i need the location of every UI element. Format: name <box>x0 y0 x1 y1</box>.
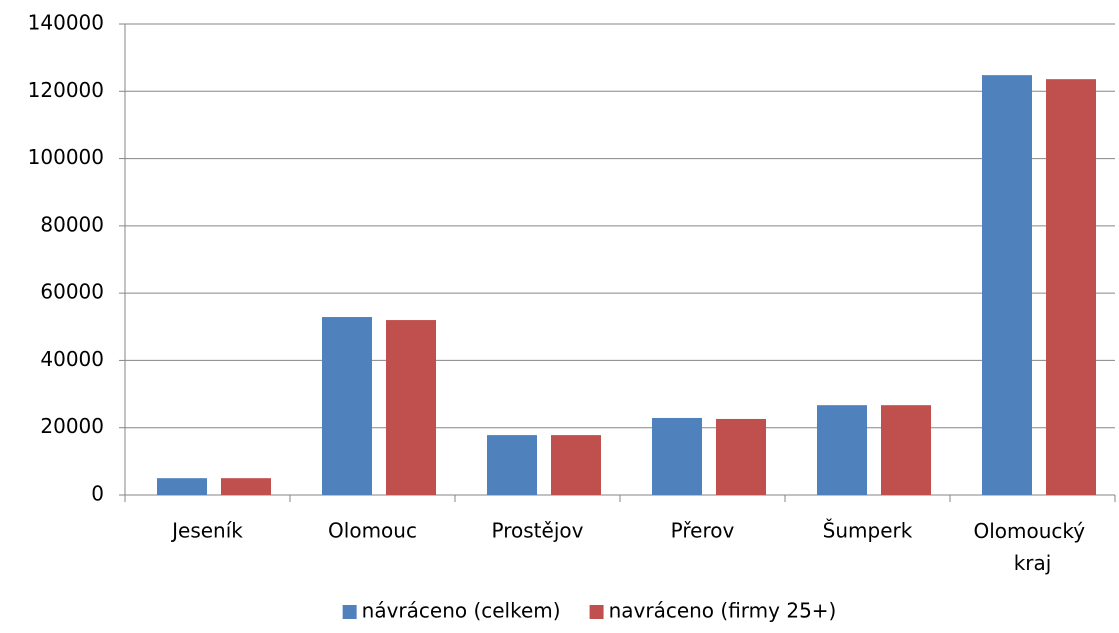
legend-label: návráceno (celkem) <box>362 599 561 623</box>
legend-label: navráceno (firmy 25+) <box>609 599 837 623</box>
bar <box>652 417 702 495</box>
x-tick-label: Přerov <box>671 519 735 543</box>
bar <box>551 435 601 495</box>
y-tick-label: 80000 <box>40 212 104 236</box>
bar <box>322 317 372 495</box>
bar <box>386 320 436 495</box>
y-tick-label: 60000 <box>40 280 104 304</box>
x-tick-label: Olomouc <box>328 519 417 543</box>
bar <box>221 478 271 495</box>
bar <box>982 75 1032 495</box>
bar <box>716 418 766 495</box>
y-tick-label: 0 <box>91 482 104 506</box>
bar <box>881 405 931 495</box>
bar <box>1046 79 1096 495</box>
y-tick-label: 120000 <box>28 78 104 102</box>
x-tick-label: Šumperk <box>823 519 913 543</box>
bar <box>487 435 537 495</box>
y-tick-label: 20000 <box>40 414 104 438</box>
x-tick-label: Prostějov <box>492 519 584 543</box>
x-tick-label: Jeseník <box>170 519 243 543</box>
bar <box>817 405 867 495</box>
legend-swatch <box>342 605 357 619</box>
y-tick-label: 100000 <box>28 145 104 169</box>
x-tick-label: Olomoucký kraj <box>974 519 1092 575</box>
y-tick-label: 140000 <box>28 11 104 35</box>
bar <box>157 478 207 495</box>
y-tick-label: 40000 <box>40 347 104 371</box>
legend-swatch <box>589 605 604 619</box>
